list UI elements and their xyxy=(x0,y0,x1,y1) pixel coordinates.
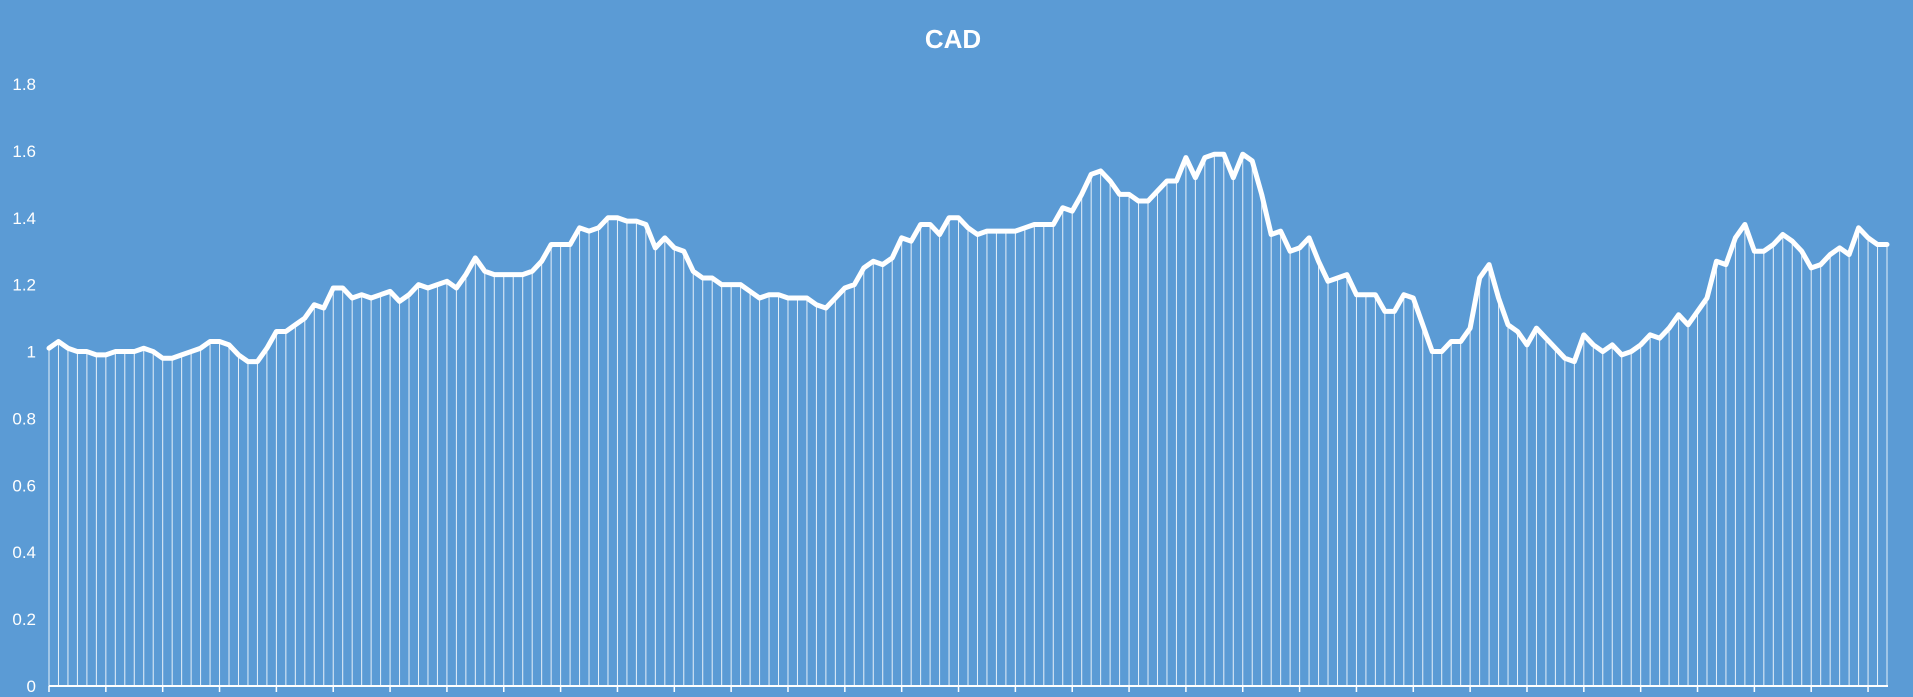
series-line xyxy=(46,151,1890,365)
y-tick-label: 1.4 xyxy=(12,209,36,228)
y-tick-label: 0 xyxy=(27,677,36,696)
y-axis: 0 0.2 0.4 0.6 0.8 1 1.2 1.4 1.6 1.8 xyxy=(12,75,36,696)
y-tick-label: 0.8 xyxy=(12,409,36,428)
x-axis xyxy=(48,685,1888,692)
y-tick-label: 1 xyxy=(27,343,36,362)
drop-lines-group xyxy=(48,154,1888,686)
y-tick-label: 1.2 xyxy=(12,276,36,295)
y-tick-label: 0.6 xyxy=(12,476,36,495)
y-tick-label: 1.6 xyxy=(12,142,36,161)
y-tick-label: 0.4 xyxy=(12,543,36,562)
series-layer xyxy=(46,151,1890,365)
chart-title: CAD xyxy=(925,24,981,54)
y-tick-label: 0.2 xyxy=(12,610,36,629)
y-tick-label: 1.8 xyxy=(12,75,36,94)
